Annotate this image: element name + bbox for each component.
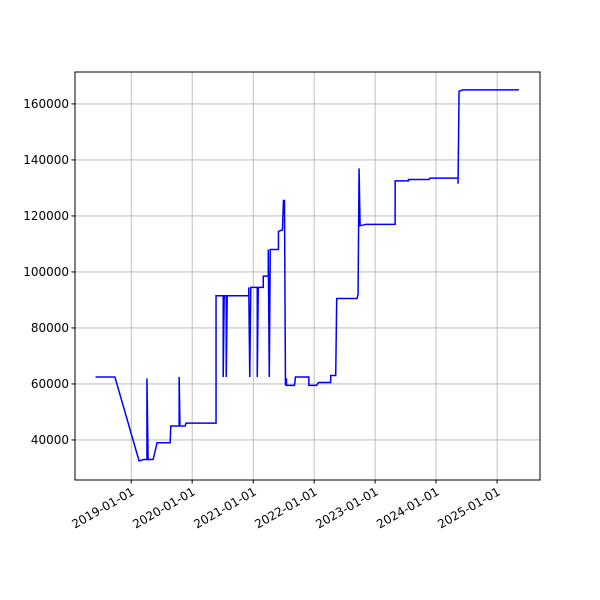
plot xyxy=(95,89,519,462)
data-line xyxy=(95,89,519,462)
axes-frame xyxy=(74,71,541,481)
y-tick-label: 40000 xyxy=(31,433,69,447)
y-tick-label: 160000 xyxy=(23,97,69,111)
y-tick-label: 60000 xyxy=(31,377,69,391)
y-tick-label: 140000 xyxy=(23,153,69,167)
grid xyxy=(75,72,540,480)
y-tick-label: 80000 xyxy=(31,321,69,335)
y-tick-label: 120000 xyxy=(23,209,69,223)
y-tick-label: 100000 xyxy=(23,265,69,279)
